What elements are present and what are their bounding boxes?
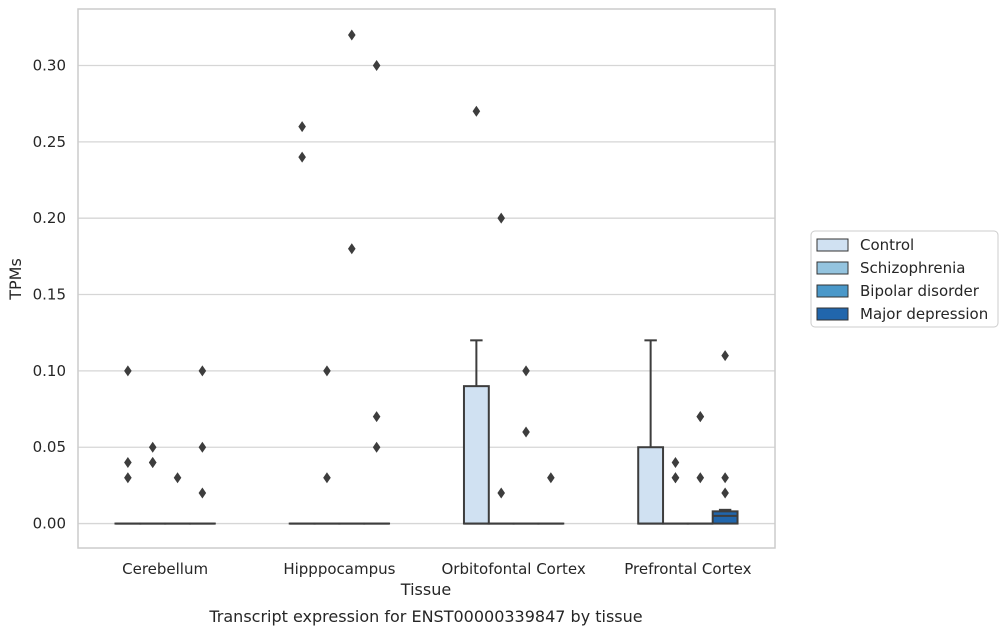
x-tick-label: Cerebellum (122, 560, 208, 578)
outlier-point (372, 411, 381, 423)
y-tick-label: 0.25 (33, 133, 66, 151)
outlier-point (198, 487, 207, 499)
legend: Control Schizophrenia Bipolar disorder Majo… (810, 230, 999, 328)
outlier-point (124, 365, 132, 377)
legend-swatch (816, 307, 849, 321)
x-tick-labels: Cerebellum Hipppocampus Orbitofontal Corte… (122, 560, 751, 578)
outlier-point (497, 212, 506, 224)
outlier-point (347, 29, 356, 41)
y-tick-label: 0.15 (33, 286, 66, 304)
plot-area-frame (77, 8, 776, 549)
plot-marks (114, 29, 739, 525)
outlier-point (323, 365, 331, 377)
outlier-point (372, 59, 381, 71)
outlier-point (198, 365, 207, 377)
outlier-point (298, 151, 306, 163)
box (462, 385, 490, 525)
x-tick-label: Orbitofontal Cortex (442, 560, 586, 578)
outlier-point (372, 441, 381, 453)
outlier-point (198, 441, 207, 453)
legend-frame (810, 230, 999, 328)
legend-label: Major depression (860, 305, 988, 323)
legend-swatch (816, 238, 849, 252)
box (711, 510, 739, 525)
y-tick-label: 0.05 (33, 438, 66, 456)
outlier-point (148, 441, 157, 453)
box (637, 446, 665, 525)
outlier-point (124, 472, 132, 484)
chart-caption: Transcript expression for ENST0000033984… (208, 607, 642, 626)
x-axis-label: Tissue (400, 580, 451, 599)
y-tick-label: 0.20 (33, 209, 66, 227)
outlier-point (472, 105, 481, 117)
legend-label: Schizophrenia (860, 259, 965, 277)
outlier-point (671, 456, 680, 468)
outlier-point (721, 350, 729, 362)
outlier-point (148, 456, 157, 468)
legend-swatch (816, 261, 849, 275)
outlier-point (522, 426, 530, 438)
outlier-point (721, 472, 729, 484)
outlier-point (547, 472, 555, 484)
y-axis-label: TPMs (6, 258, 25, 301)
outlier-point (497, 487, 506, 499)
y-tick-label: 0.30 (33, 56, 66, 74)
outlier-point (671, 472, 680, 484)
legend-swatch (816, 284, 849, 298)
legend-label: Control (860, 236, 914, 254)
y-tick-label: 0.00 (33, 515, 66, 533)
outlier-point (696, 472, 705, 484)
outlier-point (522, 365, 530, 377)
outlier-point (323, 472, 331, 484)
gridlines (78, 64, 775, 525)
y-tick-labels: 0.00 0.05 0.10 0.15 0.20 0.25 0.30 (33, 56, 66, 532)
outlier-point (696, 411, 705, 423)
outlier-point (124, 456, 132, 468)
legend-label: Bipolar disorder (860, 282, 980, 300)
outlier-point (721, 487, 729, 499)
outlier-point (298, 121, 306, 133)
x-tick-label: Prefrontal Cortex (624, 560, 751, 578)
outlier-point (173, 472, 182, 484)
x-tick-label: Hipppocampus (283, 560, 395, 578)
outlier-point (347, 243, 356, 255)
y-tick-label: 0.10 (33, 362, 66, 380)
